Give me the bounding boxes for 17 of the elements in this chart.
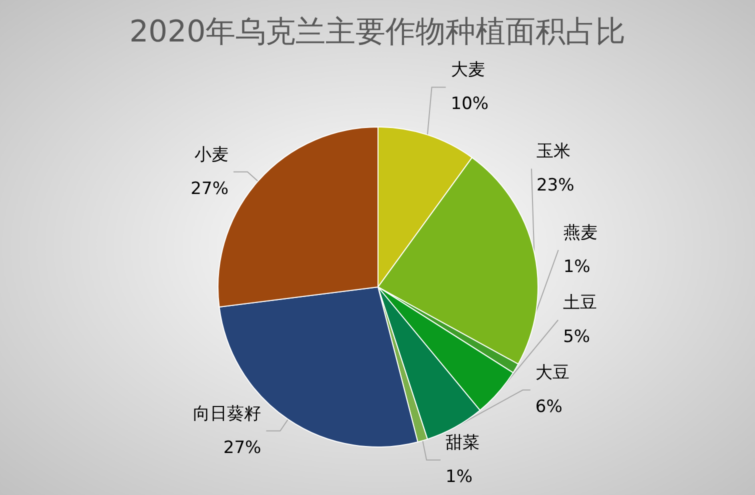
slice-label: 土豆 (563, 293, 598, 313)
slice-label: 大麦 (450, 60, 485, 80)
slice-label: 燕麦 (563, 223, 598, 243)
slice-label: 玉米 (536, 142, 570, 162)
data-label: 5% (563, 327, 590, 347)
data-label: 1% (563, 257, 590, 277)
data-label: 1% (446, 467, 473, 487)
data-label: 27% (190, 178, 228, 199)
data-label: 27% (223, 438, 262, 458)
data-label: 23% (536, 176, 574, 196)
slice-label: 向日葵籽 (193, 404, 262, 424)
slice-label: 甜菜 (446, 433, 480, 453)
data-label: 6% (535, 397, 562, 417)
chart-title: 2020年乌克兰主要作物种植面积占比 (129, 14, 626, 50)
data-label: 10% (450, 94, 489, 114)
slice-label: 大豆 (535, 363, 570, 383)
slice-label: 小麦 (194, 144, 228, 165)
